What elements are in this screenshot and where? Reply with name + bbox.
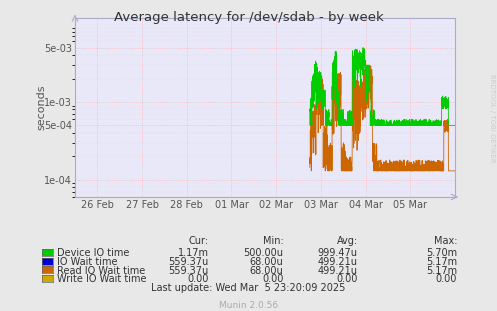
Text: Munin 2.0.56: Munin 2.0.56 xyxy=(219,301,278,310)
Text: Device IO time: Device IO time xyxy=(57,248,130,258)
Text: 559.37u: 559.37u xyxy=(168,266,209,276)
Text: 0.00: 0.00 xyxy=(187,274,209,284)
Text: 499.21u: 499.21u xyxy=(318,266,358,276)
Text: Cur:: Cur: xyxy=(189,236,209,246)
Text: Write IO Wait time: Write IO Wait time xyxy=(57,274,147,284)
Text: 0.00: 0.00 xyxy=(262,274,283,284)
Text: 5.17m: 5.17m xyxy=(426,257,457,267)
Y-axis label: seconds: seconds xyxy=(36,85,46,130)
Text: IO Wait time: IO Wait time xyxy=(57,257,118,267)
Text: 5.70m: 5.70m xyxy=(426,248,457,258)
Text: 0.00: 0.00 xyxy=(436,274,457,284)
Text: 0.00: 0.00 xyxy=(336,274,358,284)
Text: Read IO Wait time: Read IO Wait time xyxy=(57,266,146,276)
Text: 68.00u: 68.00u xyxy=(249,257,283,267)
Text: Average latency for /dev/sdab - by week: Average latency for /dev/sdab - by week xyxy=(114,11,383,24)
Text: 5.17m: 5.17m xyxy=(426,266,457,276)
Text: Last update: Wed Mar  5 23:20:09 2025: Last update: Wed Mar 5 23:20:09 2025 xyxy=(151,283,346,293)
Text: 999.47u: 999.47u xyxy=(318,248,358,258)
Text: Max:: Max: xyxy=(434,236,457,246)
Text: 500.00u: 500.00u xyxy=(244,248,283,258)
Text: 559.37u: 559.37u xyxy=(168,257,209,267)
Text: 1.17m: 1.17m xyxy=(178,248,209,258)
Text: RRDTOOL / TOBI OETIKER: RRDTOOL / TOBI OETIKER xyxy=(489,74,495,163)
Text: Min:: Min: xyxy=(262,236,283,246)
Text: 499.21u: 499.21u xyxy=(318,257,358,267)
Text: Avg:: Avg: xyxy=(336,236,358,246)
Text: 68.00u: 68.00u xyxy=(249,266,283,276)
